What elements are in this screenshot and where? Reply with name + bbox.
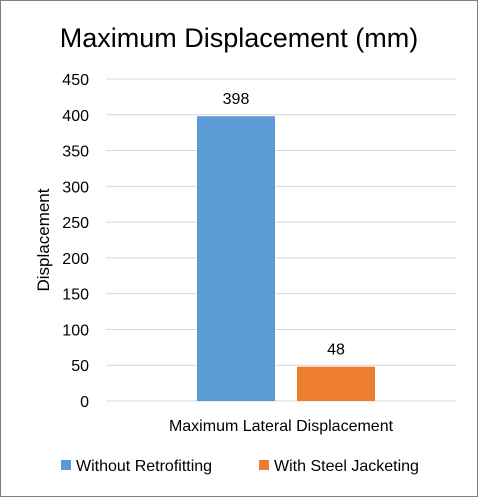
y-tick-label: 100: [62, 322, 89, 339]
bars: [197, 116, 375, 401]
y-tick-labels: 0 50 100 150 200 250 300 350 400 450: [62, 72, 89, 411]
data-label: 48: [327, 342, 345, 359]
y-tick-label: 350: [62, 144, 89, 161]
legend-label: With Steel Jacketing: [274, 458, 419, 475]
y-tick-label: 450: [62, 72, 89, 89]
y-tick-label: 150: [62, 287, 89, 304]
category-label: Maximum Lateral Displacement: [169, 418, 394, 435]
y-tick-label: 400: [62, 108, 89, 125]
legend: Without Retrofitting With Steel Jacketing: [61, 458, 419, 475]
category-labels: Maximum Lateral Displacement: [169, 418, 394, 435]
y-tick-label: 0: [80, 394, 89, 411]
y-tick-label: 300: [62, 179, 89, 196]
bar-without-retrofitting: [197, 116, 275, 401]
legend-label: Without Retrofitting: [76, 458, 212, 475]
y-tick-label: 200: [62, 251, 89, 268]
legend-swatch: [61, 460, 71, 470]
y-tick-label: 50: [71, 358, 89, 375]
y-axis-title: Displacement: [34, 188, 53, 291]
data-labels: 398 48: [223, 91, 345, 358]
data-label: 398: [223, 91, 250, 108]
y-tick-label: 250: [62, 215, 89, 232]
gridlines: [106, 78, 456, 402]
legend-swatch: [259, 460, 269, 470]
chart-title: Maximum Displacement (mm): [60, 23, 419, 53]
bar-with-steel-jacketing: [297, 366, 375, 401]
